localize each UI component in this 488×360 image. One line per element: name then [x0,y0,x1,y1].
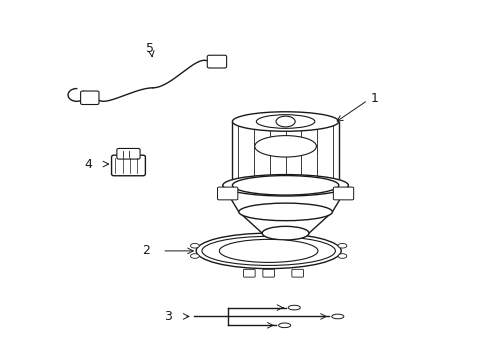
FancyBboxPatch shape [243,269,255,277]
Text: 1: 1 [369,92,377,105]
Ellipse shape [190,243,199,248]
FancyBboxPatch shape [333,187,353,200]
Ellipse shape [337,243,346,248]
Ellipse shape [254,136,316,157]
Text: 2: 2 [142,244,150,257]
Ellipse shape [219,239,317,262]
Ellipse shape [256,115,314,128]
FancyBboxPatch shape [117,148,140,159]
FancyBboxPatch shape [207,55,226,68]
Ellipse shape [337,254,346,258]
Ellipse shape [262,226,308,240]
FancyBboxPatch shape [291,269,303,277]
Text: 4: 4 [84,158,92,171]
Ellipse shape [202,237,335,265]
Ellipse shape [232,176,338,195]
FancyBboxPatch shape [217,187,237,200]
Ellipse shape [238,203,332,221]
FancyBboxPatch shape [111,155,145,176]
Ellipse shape [223,175,347,196]
FancyBboxPatch shape [81,91,99,104]
Ellipse shape [275,116,295,127]
Text: 3: 3 [164,310,172,323]
Ellipse shape [331,314,343,319]
FancyBboxPatch shape [263,269,274,277]
Text: 5: 5 [146,42,154,55]
Ellipse shape [190,254,199,258]
Ellipse shape [287,305,300,310]
Ellipse shape [278,323,290,328]
Ellipse shape [232,112,338,131]
Ellipse shape [196,233,341,269]
